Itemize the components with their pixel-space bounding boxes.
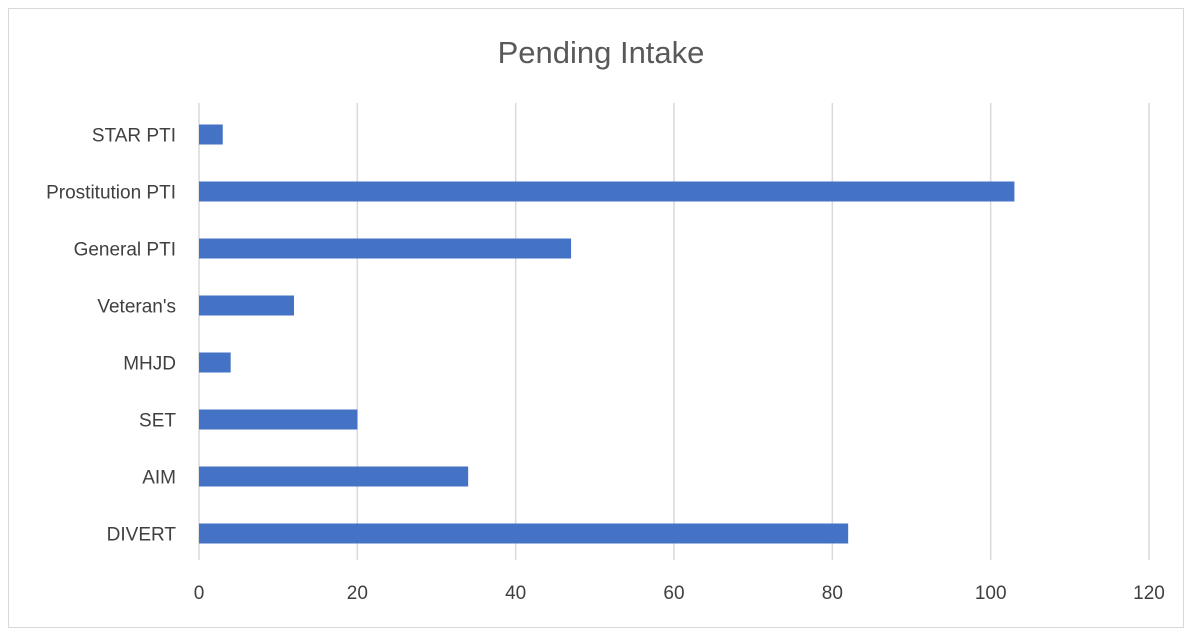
category-label: General PTI [74,240,176,261]
category-label: Prostitution PTI [46,183,176,204]
x-tick-label: 40 [505,583,526,604]
x-tick-label: 120 [1133,583,1165,604]
x-tick-label: 60 [663,583,684,604]
bar [199,523,849,544]
x-tick-label: 80 [822,583,843,604]
x-tick-label: 100 [975,583,1007,604]
bar [199,238,572,259]
category-label: MHJD [123,354,176,375]
bar [199,124,223,145]
bars [199,124,1015,544]
category-label: AIM [142,468,176,489]
gridlines [198,103,1150,560]
category-label: DIVERT [107,525,177,546]
category-label: STAR PTI [92,126,176,147]
x-tick-label: 20 [347,583,368,604]
bar [199,295,294,316]
bar [199,466,469,487]
bar [199,409,358,430]
x-tick-labels: 0 20 40 60 80 100 120 [194,583,1165,604]
x-tick-label: 0 [194,583,205,604]
bar [199,181,1015,202]
category-label: Veteran's [97,297,176,318]
chart-title: Pending Intake [498,35,705,70]
category-label: SET [139,411,176,432]
bar [199,352,231,373]
category-labels: STAR PTI Prostitution PTI General PTI Veter… [46,126,176,546]
